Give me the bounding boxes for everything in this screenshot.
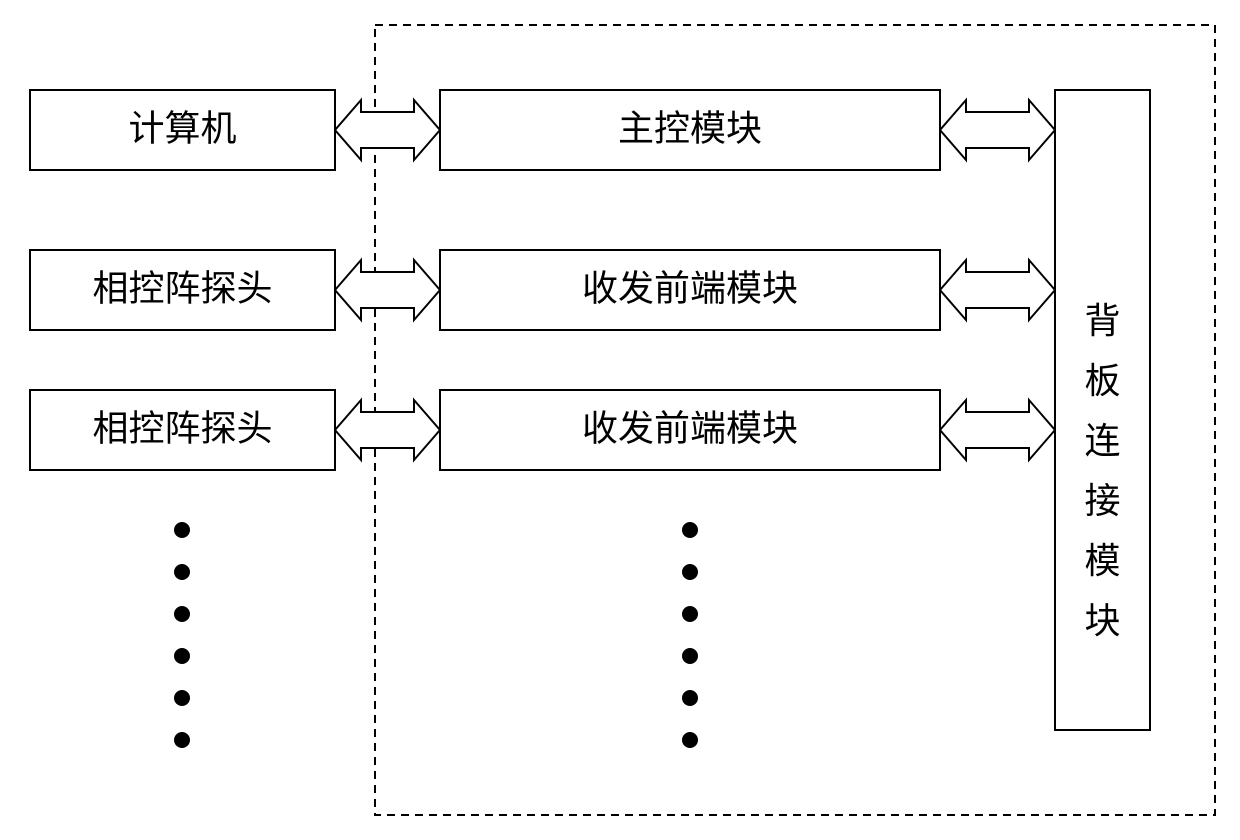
bidir-arrow [335, 260, 440, 320]
txrx2-box-label: 收发前端模块 [582, 408, 798, 448]
bidir-arrow [335, 100, 440, 160]
txrx1-box-label: 收发前端模块 [582, 268, 798, 308]
ellipsis-dot [174, 564, 190, 580]
ellipsis-dot [682, 606, 698, 622]
probe1-box-label: 相控阵探头 [92, 268, 272, 308]
ellipsis-dot [174, 690, 190, 706]
ellipsis-dot [174, 648, 190, 664]
bidir-arrow [940, 400, 1055, 460]
ellipsis-dot [174, 732, 190, 748]
bidir-arrow [940, 100, 1055, 160]
bidir-arrow [940, 260, 1055, 320]
ellipsis-dot [682, 648, 698, 664]
probe2-box-label: 相控阵探头 [92, 408, 272, 448]
ellipsis-dot [682, 732, 698, 748]
ellipsis-dot [682, 690, 698, 706]
ellipsis-dot [174, 522, 190, 538]
bidir-arrow [335, 400, 440, 460]
ellipsis-dot [682, 522, 698, 538]
main-ctrl-box-label: 主控模块 [618, 108, 762, 148]
ellipsis-dot [682, 564, 698, 580]
ellipsis-dot [174, 606, 190, 622]
computer-box-label: 计算机 [128, 108, 236, 148]
